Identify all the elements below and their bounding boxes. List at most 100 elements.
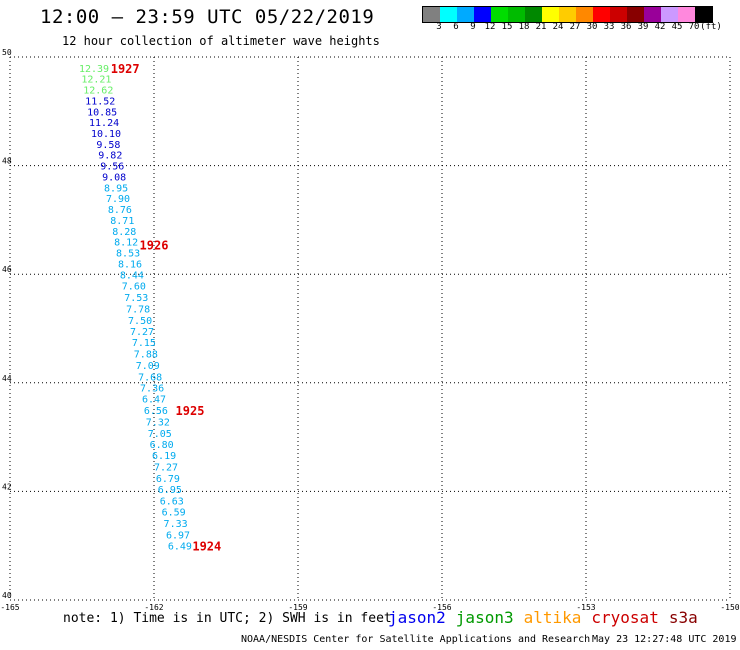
swh-data-label: 6.47	[142, 395, 166, 406]
y-tick-label: 42	[2, 482, 12, 491]
swh-data-label: 9.08	[102, 172, 126, 183]
legend-swatch	[542, 7, 559, 22]
y-tick-label: 46	[2, 265, 12, 274]
swh-data-label: 6.56	[144, 406, 168, 417]
footer-timestamp: May 23 12:27:48 UTC 2019	[592, 634, 737, 645]
swh-data-label: 6.59	[162, 507, 186, 518]
swh-data-label: 8.71	[110, 216, 134, 227]
swh-data-label: 7.53	[124, 293, 148, 304]
footer-credit: NOAA/NESDIS Center for Satellite Applica…	[241, 634, 591, 645]
color-scale-legend	[422, 6, 713, 23]
legend-label: 9	[470, 22, 476, 32]
satellite-label: altika	[523, 608, 582, 627]
legend-swatch	[423, 7, 440, 22]
time-label: 1925	[176, 404, 205, 418]
swh-data-label: 9.56	[100, 162, 124, 173]
swh-data-label: 9.58	[96, 140, 120, 151]
legend-swatch	[695, 7, 712, 22]
legend-swatch	[644, 7, 661, 22]
swh-data-label: 6.97	[166, 530, 190, 541]
legend-label: 33	[603, 22, 615, 32]
y-tick-label: 40	[2, 591, 12, 600]
legend-swatch	[440, 7, 457, 22]
x-tick-label: -165	[0, 603, 19, 612]
swh-data-label: 8.76	[108, 205, 132, 216]
legend-label: 24	[552, 22, 564, 32]
swh-data-label: 7.68	[138, 372, 162, 383]
swh-data-label: 12.62	[83, 86, 113, 97]
swh-data-label: 9.82	[98, 151, 122, 162]
satellite-label: jason3	[455, 608, 514, 627]
swh-data-label: 6.79	[156, 474, 180, 485]
swh-data-label: 6.95	[158, 485, 182, 496]
legend-label: 21	[535, 22, 547, 32]
legend-swatch	[610, 7, 627, 22]
legend-label: 70	[688, 22, 700, 32]
legend-label: 42	[654, 22, 666, 32]
units-note: note: 1) Time is in UTC; 2) SWH is in fe…	[63, 611, 392, 626]
swh-data-label: 7.33	[164, 519, 188, 530]
x-tick-label: -159	[288, 603, 307, 612]
satellite-legend: jason2 jason3 altika cryosat s3a	[388, 608, 708, 627]
legend-swatch	[559, 7, 576, 22]
y-tick-label: 44	[2, 374, 12, 383]
legend-swatch	[508, 7, 525, 22]
swh-data-label: 8.53	[116, 248, 140, 259]
swh-data-label: 7.05	[148, 429, 172, 440]
legend-label: 3	[436, 22, 442, 32]
chart-title: 12:00 – 23:59 UTC 05/22/2019	[40, 6, 375, 28]
swh-data-label: 6.63	[160, 497, 184, 508]
legend-label: 30	[586, 22, 598, 32]
swh-data-label: 6.19	[152, 451, 176, 462]
swh-data-label: 8.12	[114, 238, 138, 249]
x-tick-label: -162	[144, 603, 163, 612]
satellite-label: cryosat	[591, 608, 659, 627]
x-tick-label: -156	[432, 603, 451, 612]
legend-swatch	[474, 7, 491, 22]
swh-data-label: 8.95	[104, 183, 128, 194]
legend-swatch	[661, 7, 678, 22]
legend-label: 36	[620, 22, 632, 32]
time-label: 1927	[111, 62, 140, 76]
legend-swatch	[525, 7, 542, 22]
swh-data-label: 11.24	[89, 118, 119, 129]
y-tick-label: 48	[2, 157, 12, 166]
swh-data-label: 10.10	[91, 129, 121, 140]
swh-data-label: 7.27	[154, 462, 178, 473]
swh-data-label: 7.09	[136, 361, 160, 372]
swh-data-label: 7.27	[130, 327, 154, 338]
legend-swatch	[678, 7, 695, 22]
time-label: 1926	[140, 238, 169, 252]
swh-data-label: 12.39	[79, 64, 109, 75]
legend-swatch	[627, 7, 644, 22]
swh-data-label: 8.44	[120, 271, 144, 282]
legend-label: 6	[453, 22, 459, 32]
satellite-label: jason2	[388, 608, 446, 627]
swh-data-label: 11.52	[85, 96, 115, 107]
legend-label: 45	[671, 22, 683, 32]
legend-label: 12	[484, 22, 496, 32]
time-label: 1924	[192, 540, 221, 554]
chart-subtitle: 12 hour collection of altimeter wave hei…	[62, 34, 380, 48]
legend-label: (ft)	[700, 22, 722, 32]
swh-data-label: 7.32	[146, 417, 170, 428]
swh-data-label: 7.15	[132, 338, 156, 349]
swh-data-label: 8.28	[112, 227, 136, 238]
legend-label: 15	[501, 22, 513, 32]
legend-swatch	[576, 7, 593, 22]
swh-data-label: 7.78	[126, 304, 150, 315]
x-tick-label: -153	[576, 603, 595, 612]
y-tick-label: 50	[2, 48, 12, 57]
legend-label: 18	[518, 22, 530, 32]
satellite-label: s3a	[668, 608, 698, 627]
legend-swatch	[457, 7, 474, 22]
legend-swatch	[593, 7, 610, 22]
swh-data-label: 7.60	[122, 282, 146, 293]
swh-data-label: 10.85	[87, 107, 117, 118]
swh-data-label: 7.88	[134, 349, 158, 360]
swh-data-label: 7.50	[128, 316, 152, 327]
swh-data-label: 6.49	[168, 542, 192, 553]
legend-label: 39	[637, 22, 649, 32]
swh-data-label: 7.36	[140, 384, 164, 395]
